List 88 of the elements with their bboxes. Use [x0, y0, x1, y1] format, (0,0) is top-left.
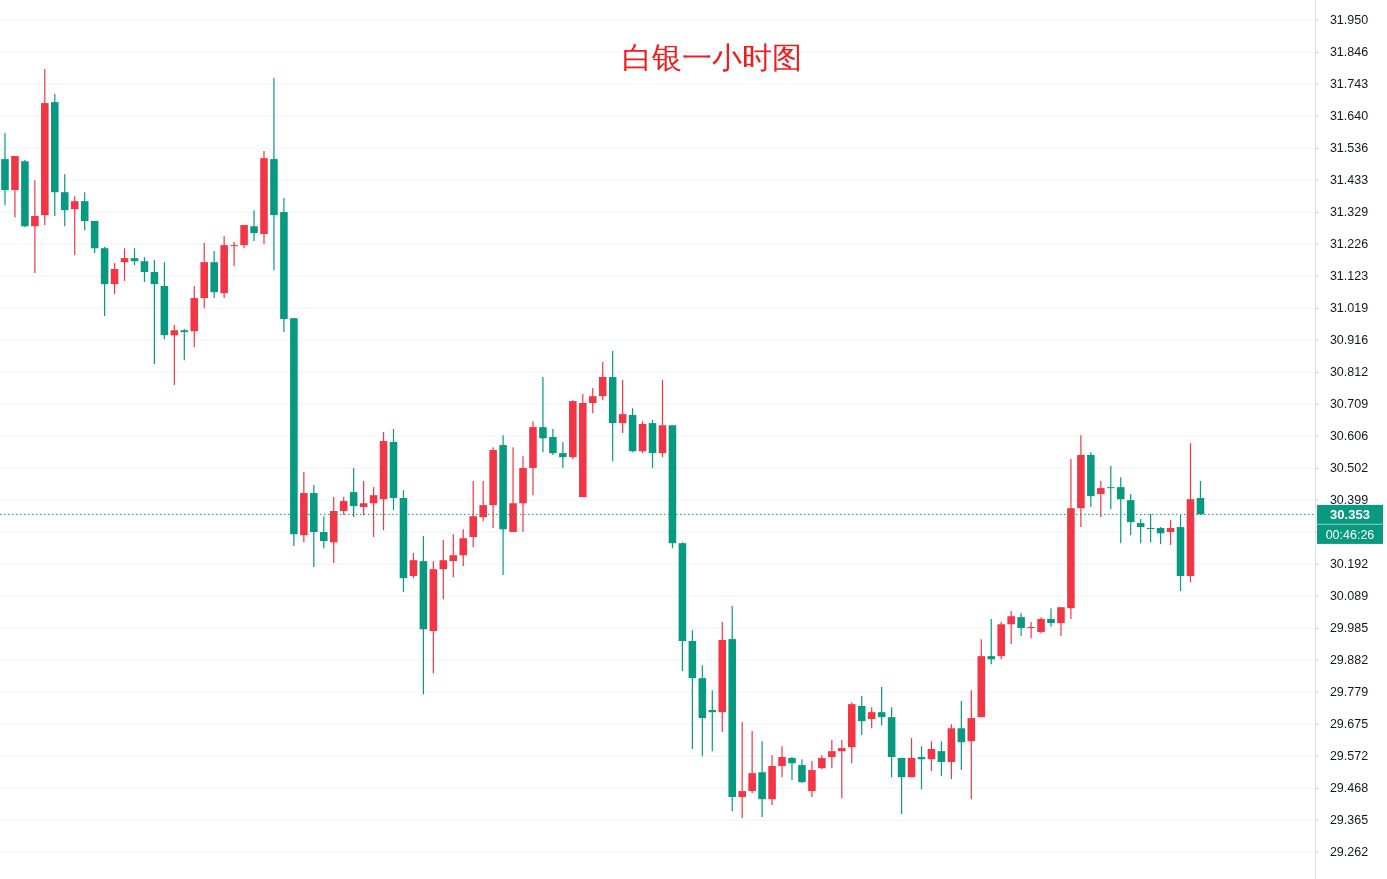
candlestick — [1007, 610, 1015, 645]
candlestick — [1057, 606, 1065, 637]
candlestick — [559, 441, 567, 469]
y-tick-label: 31.536 — [1329, 141, 1369, 156]
y-tick-label: 29.365 — [1329, 813, 1369, 828]
candlestick — [539, 376, 547, 453]
candlestick — [838, 739, 846, 799]
candlestick — [140, 256, 149, 283]
candlestick — [469, 480, 477, 548]
candlestick — [1136, 518, 1145, 544]
candlestick — [409, 552, 418, 579]
candlestick — [778, 745, 786, 778]
candlestick — [449, 533, 458, 578]
candlestick — [250, 209, 258, 242]
y-tick-label: 31.743 — [1329, 77, 1369, 92]
y-tick-label: 31.226 — [1329, 237, 1369, 252]
candlestick — [1106, 465, 1115, 510]
candlestick — [1097, 480, 1105, 518]
candlestick — [748, 730, 756, 794]
y-tick-label: 30.606 — [1329, 429, 1369, 444]
candlestick — [439, 539, 448, 600]
candlestick — [60, 173, 69, 227]
candlestick — [459, 528, 468, 567]
y-tick-label: 29.779 — [1329, 685, 1369, 700]
y-tick-label: 29.468 — [1329, 781, 1369, 796]
y-tick-label: 29.572 — [1329, 749, 1369, 764]
candlestick — [588, 387, 597, 414]
candlestick — [798, 758, 806, 784]
candlestick — [987, 618, 996, 665]
candlestick — [369, 486, 378, 538]
candlestick — [808, 760, 816, 798]
candlestick — [598, 361, 607, 401]
candlestick — [120, 247, 129, 282]
y-tick-label: 31.640 — [1329, 109, 1369, 124]
candlestick — [1017, 612, 1025, 637]
candlestick — [897, 757, 906, 815]
candlestick — [738, 721, 746, 819]
candlestick — [170, 324, 179, 386]
candlestick — [240, 224, 248, 249]
candlestick — [957, 700, 966, 771]
candlestick — [857, 695, 866, 736]
y-tick-label: 31.433 — [1329, 173, 1369, 188]
candlestick — [1166, 519, 1175, 546]
y-tick-label: 31.950 — [1329, 13, 1369, 28]
candlestick — [967, 689, 976, 800]
candlestick — [927, 740, 936, 772]
candlestick — [1047, 607, 1055, 628]
candlestick — [150, 259, 159, 365]
candlestick — [349, 467, 358, 518]
ref-line: 30.353 — [0, 504, 1383, 524]
candlestick — [70, 195, 79, 256]
y-tick-label: 31.019 — [1329, 301, 1369, 316]
annotation: 00:46:26 — [1316, 523, 1384, 544]
candlestick — [319, 515, 328, 549]
y-tick-label: 29.262 — [1329, 845, 1369, 860]
candlestick — [1116, 476, 1125, 544]
candlestick — [1126, 493, 1135, 536]
ref-line-label: 30.353 — [1330, 506, 1370, 522]
candlestick — [31, 179, 39, 274]
candlestick — [549, 428, 557, 456]
y-tick-label: 29.882 — [1329, 653, 1369, 668]
y-tick-label: 31.123 — [1329, 269, 1369, 284]
candlestick — [80, 191, 89, 231]
y-tick-label: 29.675 — [1329, 717, 1369, 732]
candlestick — [828, 739, 836, 769]
y-tick-label: 31.846 — [1329, 45, 1369, 60]
y-tick-label: 30.709 — [1329, 397, 1369, 412]
candlestick — [788, 756, 796, 781]
candlestick — [110, 262, 119, 295]
candlestick — [230, 241, 238, 267]
candlestick — [359, 480, 368, 516]
y-tick-label: 29.985 — [1329, 621, 1369, 636]
candlestick — [1027, 621, 1035, 639]
title: 白银一小时图 — [622, 41, 802, 74]
candlestick — [907, 737, 916, 778]
y-tick-label: 30.502 — [1329, 461, 1369, 476]
y-tick-label: 30.192 — [1329, 557, 1369, 572]
y-tick-label: 31.329 — [1329, 205, 1369, 220]
candlestick — [618, 379, 627, 434]
candlestick — [1196, 480, 1205, 515]
candlestick — [479, 480, 487, 522]
candlestick — [937, 740, 946, 777]
y-tick-label: 30.812 — [1329, 365, 1369, 380]
candlestick — [180, 328, 189, 361]
candlestick — [867, 706, 876, 729]
candlestick — [877, 686, 886, 726]
y-tick-label: 30.916 — [1329, 333, 1369, 348]
y-tick-label: 30.089 — [1329, 589, 1369, 604]
